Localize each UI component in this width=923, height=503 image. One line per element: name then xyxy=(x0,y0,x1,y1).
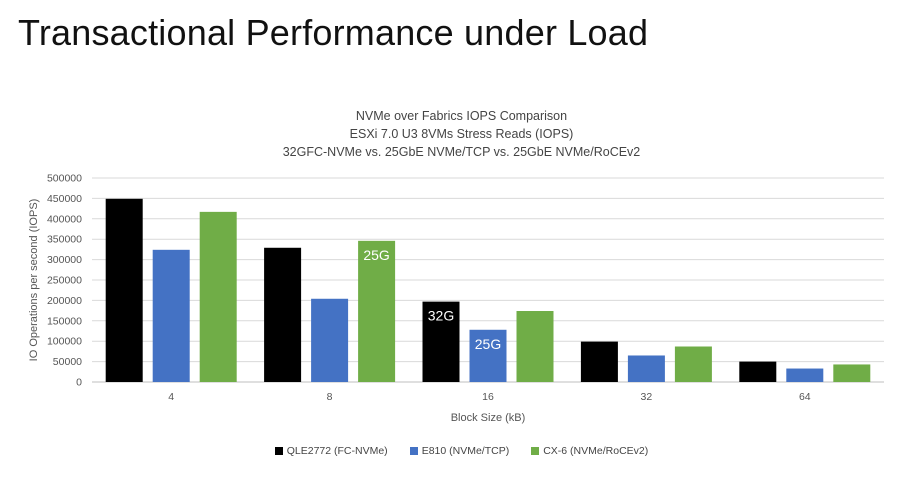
y-tick-label: 300000 xyxy=(47,254,82,266)
bar xyxy=(264,247,302,382)
bar-chart: 0 50000 100000 150000 200000 250000 300000 3500… xyxy=(28,173,884,424)
chart-legend: QLE2772 (FC-NVMe) E810 (NVMe/TCP) CX-6 (… xyxy=(0,445,923,457)
chart-title-line-3: 32GFC-NVMe vs. 25GbE NVMe/TCP vs. 25GbE … xyxy=(282,145,641,159)
bar xyxy=(739,361,777,382)
x-tick-label: 16 xyxy=(482,391,494,403)
y-tick-label: 250000 xyxy=(47,275,82,287)
legend-item-cx6: CX-6 (NVMe/RoCEv2) xyxy=(531,445,648,457)
y-tick-label: 450000 xyxy=(47,193,82,205)
legend-label-cx6: CX-6 (NVMe/RoCEv2) xyxy=(543,445,649,457)
y-tick-label: 350000 xyxy=(47,234,82,246)
y-tick-label: 50000 xyxy=(53,356,82,368)
legend-swatch-qle2772 xyxy=(274,447,283,455)
slide-title: Transactional Performance under Load xyxy=(18,12,649,53)
bar xyxy=(358,240,396,382)
bar xyxy=(422,301,460,382)
bar-annotation: 25G xyxy=(363,247,389,263)
bar xyxy=(786,368,824,382)
y-tick-label: 100000 xyxy=(47,336,82,348)
y-tick-label: 400000 xyxy=(47,213,82,225)
bar xyxy=(627,355,665,382)
chart-title-line-1: NVMe over Fabrics IOPS Comparison xyxy=(355,109,568,123)
legend-item-qle2772: QLE2772 (FC-NVMe) xyxy=(274,445,388,457)
y-tick-label: 0 xyxy=(76,377,82,389)
bar xyxy=(152,249,190,382)
y-tick-label: 150000 xyxy=(47,315,82,327)
bar-annotation: 32G xyxy=(428,308,454,324)
x-tick-label: 8 xyxy=(327,391,333,403)
x-axis-title: Block Size (kB) xyxy=(451,412,526,424)
x-tick-label: 4 xyxy=(168,391,174,403)
legend-swatch-cx6 xyxy=(531,447,540,455)
y-tick-label: 500000 xyxy=(47,173,82,185)
chart-title-line-2: ESXi 7.0 U3 8VMs Stress Reads (IOPS) xyxy=(349,127,574,141)
bar xyxy=(516,311,554,382)
bar xyxy=(469,329,507,382)
legend-label-qle2772: QLE2772 (FC-NVMe) xyxy=(286,445,388,457)
legend-label-e810: E810 (NVMe/TCP) xyxy=(421,445,510,457)
x-tick-label: 32 xyxy=(641,391,653,403)
bar xyxy=(311,298,349,382)
bar xyxy=(674,346,712,382)
y-axis-title: IO Operations per second (IOPS) xyxy=(28,199,40,362)
bar xyxy=(105,198,143,382)
x-tick-label: 64 xyxy=(799,391,811,403)
bar xyxy=(199,211,237,382)
legend-item-e810: E810 (NVMe/TCP) xyxy=(409,445,510,457)
legend-swatch-e810 xyxy=(409,447,418,455)
bar-annotation: 25G xyxy=(475,336,501,352)
bar xyxy=(580,341,618,382)
bar xyxy=(833,364,871,382)
y-tick-label: 200000 xyxy=(47,295,82,307)
